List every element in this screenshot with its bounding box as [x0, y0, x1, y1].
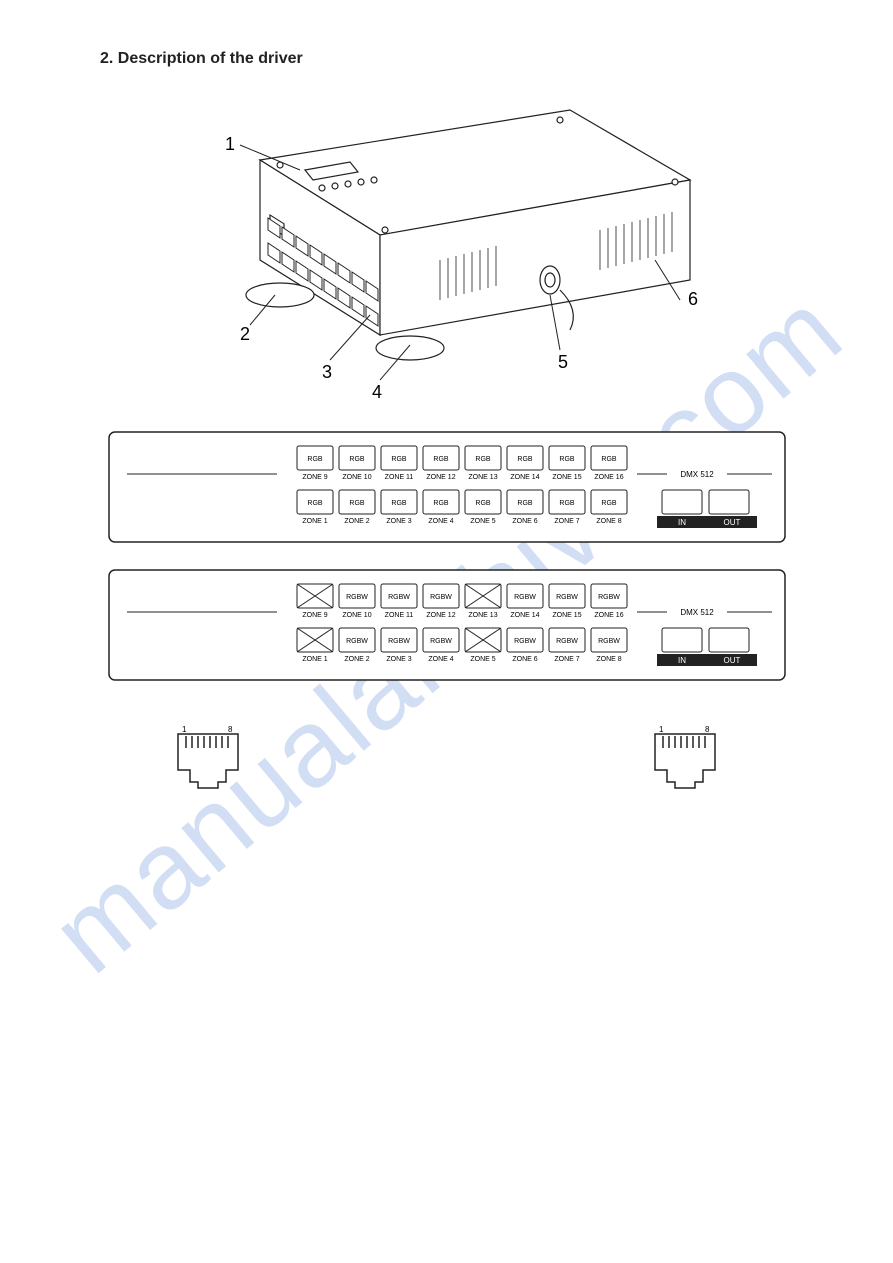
svg-text:RGBW: RGBW — [598, 594, 620, 601]
svg-text:ZONE 4: ZONE 4 — [428, 518, 453, 525]
svg-text:DMX 512: DMX 512 — [680, 608, 714, 617]
svg-text:ZONE 7: ZONE 7 — [554, 518, 579, 525]
svg-text:ZONE 13: ZONE 13 — [468, 474, 497, 481]
section-heading: 2. Description of the driver — [100, 50, 793, 68]
svg-text:RGBW: RGBW — [430, 594, 452, 601]
svg-text:1: 1 — [182, 725, 187, 734]
svg-text:ZONE 13: ZONE 13 — [468, 612, 497, 619]
svg-text:RGB: RGB — [475, 500, 491, 507]
svg-text:1: 1 — [659, 725, 664, 734]
svg-text:ZONE 5: ZONE 5 — [470, 518, 495, 525]
rgb-panel: RGB RGB RGB RGB RGB RGB RGB RGB ZONE 9 ZONE 1… — [107, 430, 787, 550]
rgbw-panel: RGBW RGBW RGBW RGBW RGBW RGBW ZONE 9 ZONE 1… — [107, 568, 787, 688]
svg-text:ZONE 11: ZONE 11 — [384, 474, 413, 481]
svg-text:OUT: OUT — [723, 518, 740, 527]
callout-1: 1 — [225, 134, 235, 154]
svg-text:RGBW: RGBW — [346, 594, 368, 601]
device-figure: 1 2 3 4 5 6 — [100, 80, 800, 400]
svg-text:RGB: RGB — [307, 500, 323, 507]
svg-text:RGB: RGB — [391, 456, 407, 463]
svg-text:ZONE 1: ZONE 1 — [302, 656, 327, 663]
svg-text:RGBW: RGBW — [598, 638, 620, 645]
svg-text:RGB: RGB — [391, 500, 407, 507]
svg-text:ZONE 2: ZONE 2 — [344, 518, 369, 525]
svg-text:8: 8 — [705, 725, 710, 734]
svg-text:ZONE 9: ZONE 9 — [302, 612, 327, 619]
svg-text:ZONE 6: ZONE 6 — [512, 656, 537, 663]
svg-text:RGB: RGB — [517, 500, 533, 507]
svg-text:ZONE 10: ZONE 10 — [342, 612, 371, 619]
svg-text:ZONE 15: ZONE 15 — [552, 612, 581, 619]
svg-text:ZONE 12: ZONE 12 — [426, 474, 455, 481]
svg-text:RGB: RGB — [517, 456, 533, 463]
svg-text:ZONE 11: ZONE 11 — [384, 612, 413, 619]
svg-text:ZONE 14: ZONE 14 — [510, 612, 539, 619]
pinout-section: 1 8 1 8 — [100, 724, 793, 802]
svg-text:RGBW: RGBW — [514, 594, 536, 601]
callout-6: 6 — [688, 289, 698, 309]
svg-text:ZONE 14: ZONE 14 — [510, 474, 539, 481]
svg-text:ZONE 1: ZONE 1 — [302, 518, 327, 525]
svg-text:ZONE 12: ZONE 12 — [426, 612, 455, 619]
callout-3: 3 — [322, 362, 332, 382]
callout-2: 2 — [240, 324, 250, 344]
svg-text:ZONE 7: ZONE 7 — [554, 656, 579, 663]
svg-text:RGBW: RGBW — [556, 594, 578, 601]
svg-text:ZONE 5: ZONE 5 — [470, 656, 495, 663]
svg-text:ZONE 10: ZONE 10 — [342, 474, 371, 481]
svg-text:IN: IN — [678, 518, 686, 527]
svg-text:8: 8 — [228, 725, 233, 734]
svg-text:RGBW: RGBW — [556, 638, 578, 645]
svg-text:ZONE 15: ZONE 15 — [552, 474, 581, 481]
svg-text:ZONE 9: ZONE 9 — [302, 474, 327, 481]
svg-text:IN: IN — [678, 656, 686, 665]
svg-text:ZONE 16: ZONE 16 — [594, 612, 623, 619]
svg-text:RGB: RGB — [433, 500, 449, 507]
svg-text:RGB: RGB — [475, 456, 491, 463]
svg-text:DMX 512: DMX 512 — [680, 470, 714, 479]
svg-text:RGBW: RGBW — [388, 638, 410, 645]
svg-text:RGB: RGB — [349, 456, 365, 463]
svg-text:ZONE 4: ZONE 4 — [428, 656, 453, 663]
svg-text:OUT: OUT — [723, 656, 740, 665]
svg-text:ZONE 6: ZONE 6 — [512, 518, 537, 525]
svg-text:RGBW: RGBW — [388, 594, 410, 601]
svg-text:RGBW: RGBW — [346, 638, 368, 645]
svg-text:RGB: RGB — [601, 456, 617, 463]
callout-4: 4 — [372, 382, 382, 400]
svg-text:RGBW: RGBW — [514, 638, 536, 645]
svg-text:RGB: RGB — [559, 500, 575, 507]
svg-text:ZONE 8: ZONE 8 — [596, 518, 621, 525]
svg-text:RGB: RGB — [559, 456, 575, 463]
svg-text:ZONE 8: ZONE 8 — [596, 656, 621, 663]
svg-text:ZONE 3: ZONE 3 — [386, 656, 411, 663]
svg-text:ZONE 2: ZONE 2 — [344, 656, 369, 663]
svg-text:ZONE 3: ZONE 3 — [386, 518, 411, 525]
callout-5: 5 — [558, 352, 568, 372]
rgbw-pinout: 1 8 — [100, 724, 317, 802]
svg-text:RGB: RGB — [307, 456, 323, 463]
svg-text:RGB: RGB — [433, 456, 449, 463]
svg-text:RGBW: RGBW — [430, 638, 452, 645]
svg-text:ZONE 16: ZONE 16 — [594, 474, 623, 481]
svg-text:RGB: RGB — [601, 500, 617, 507]
dmx-pinout: 1 8 — [577, 724, 794, 802]
svg-text:RGB: RGB — [349, 500, 365, 507]
